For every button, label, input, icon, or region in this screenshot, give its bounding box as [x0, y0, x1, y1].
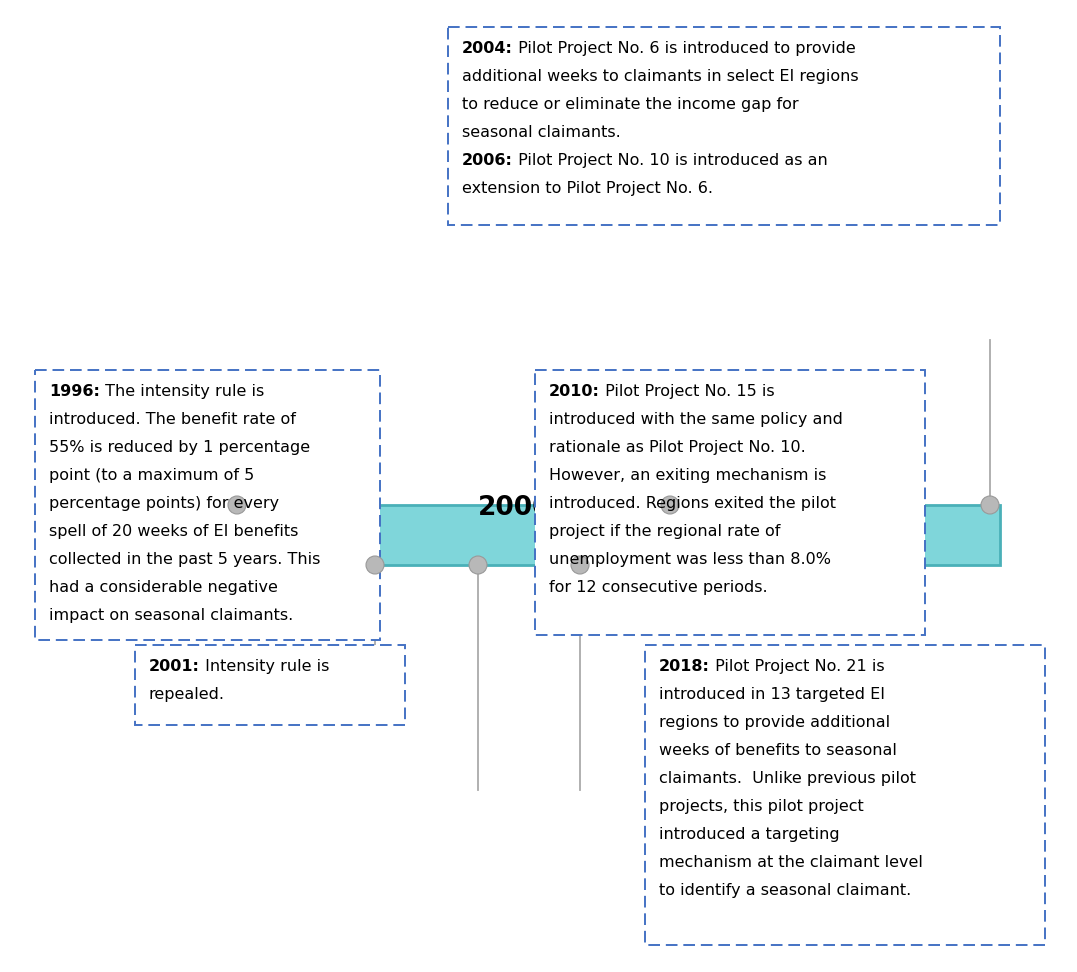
Text: repealed.: repealed.: [149, 687, 225, 702]
Text: unemployment was less than 8.0%: unemployment was less than 8.0%: [549, 552, 831, 567]
Text: 1990s: 1990s: [126, 495, 215, 521]
Text: Pilot Project No. 10 is introduced as an: Pilot Project No. 10 is introduced as an: [513, 153, 827, 168]
Text: impact on seasonal claimants.: impact on seasonal claimants.: [48, 608, 293, 623]
Text: 2018:: 2018:: [659, 659, 710, 674]
Text: mechanism at the claimant level: mechanism at the claimant level: [659, 855, 923, 870]
Text: spell of 20 weeks of EI benefits: spell of 20 weeks of EI benefits: [48, 524, 298, 539]
Text: projects, this pilot project: projects, this pilot project: [659, 799, 864, 814]
Text: weeks of benefits to seasonal: weeks of benefits to seasonal: [659, 743, 897, 758]
Text: had a considerable negative: had a considerable negative: [48, 580, 278, 595]
Text: Pilot Project No. 21 is: Pilot Project No. 21 is: [710, 659, 884, 674]
Text: However, an exiting mechanism is: However, an exiting mechanism is: [549, 468, 826, 483]
Text: Pilot Project No. 15 is: Pilot Project No. 15 is: [600, 384, 774, 399]
Text: 2001:: 2001:: [149, 659, 200, 674]
Text: 55% is reduced by 1 percentage: 55% is reduced by 1 percentage: [48, 440, 310, 455]
Circle shape: [468, 556, 487, 574]
Circle shape: [228, 496, 246, 514]
Circle shape: [981, 496, 999, 514]
Text: Intensity rule is: Intensity rule is: [200, 659, 330, 674]
Text: collected in the past 5 years. This: collected in the past 5 years. This: [48, 552, 320, 567]
Text: introduced in 13 targeted EI: introduced in 13 targeted EI: [659, 687, 885, 702]
Text: claimants.  Unlike previous pilot: claimants. Unlike previous pilot: [659, 771, 917, 786]
Text: extension to Pilot Project No. 6.: extension to Pilot Project No. 6.: [462, 181, 713, 196]
Text: rationale as Pilot Project No. 10.: rationale as Pilot Project No. 10.: [549, 440, 806, 455]
Text: additional weeks to claimants in select EI regions: additional weeks to claimants in select …: [462, 69, 858, 84]
Text: introduced with the same policy and: introduced with the same policy and: [549, 412, 843, 427]
Text: 2004:: 2004:: [462, 41, 513, 56]
Text: 2010:: 2010:: [549, 384, 600, 399]
Bar: [34, 370, 380, 640]
Text: regions to provide additional: regions to provide additional: [659, 715, 890, 730]
Circle shape: [571, 556, 589, 574]
Text: to identify a seasonal claimant.: to identify a seasonal claimant.: [659, 883, 911, 898]
Text: project if the regional rate of: project if the regional rate of: [549, 524, 781, 539]
Text: introduced a targeting: introduced a targeting: [659, 827, 840, 842]
Bar: [135, 645, 405, 725]
Bar: [448, 27, 1001, 225]
Text: percentage points) for every: percentage points) for every: [48, 496, 279, 511]
Text: introduced. The benefit rate of: introduced. The benefit rate of: [48, 412, 296, 427]
Text: 2006:: 2006:: [462, 153, 513, 168]
Text: 2000s: 2000s: [478, 495, 568, 521]
Text: Pilot Project No. 6 is introduced to provide: Pilot Project No. 6 is introduced to pro…: [513, 41, 855, 56]
Bar: [55, 505, 1001, 565]
Text: 1996:: 1996:: [48, 384, 100, 399]
Bar: [645, 645, 1045, 945]
Text: for 12 consecutive periods.: for 12 consecutive periods.: [549, 580, 768, 595]
Text: introduced. Regions exited the pilot: introduced. Regions exited the pilot: [549, 496, 836, 511]
Text: point (to a maximum of 5: point (to a maximum of 5: [48, 468, 254, 483]
Text: seasonal claimants.: seasonal claimants.: [462, 125, 620, 140]
Text: 2010s: 2010s: [791, 495, 880, 521]
Text: The intensity rule is: The intensity rule is: [100, 384, 264, 399]
Text: to reduce or eliminate the income gap for: to reduce or eliminate the income gap fo…: [462, 97, 799, 112]
Bar: [535, 370, 925, 635]
Circle shape: [366, 556, 384, 574]
Circle shape: [661, 496, 679, 514]
